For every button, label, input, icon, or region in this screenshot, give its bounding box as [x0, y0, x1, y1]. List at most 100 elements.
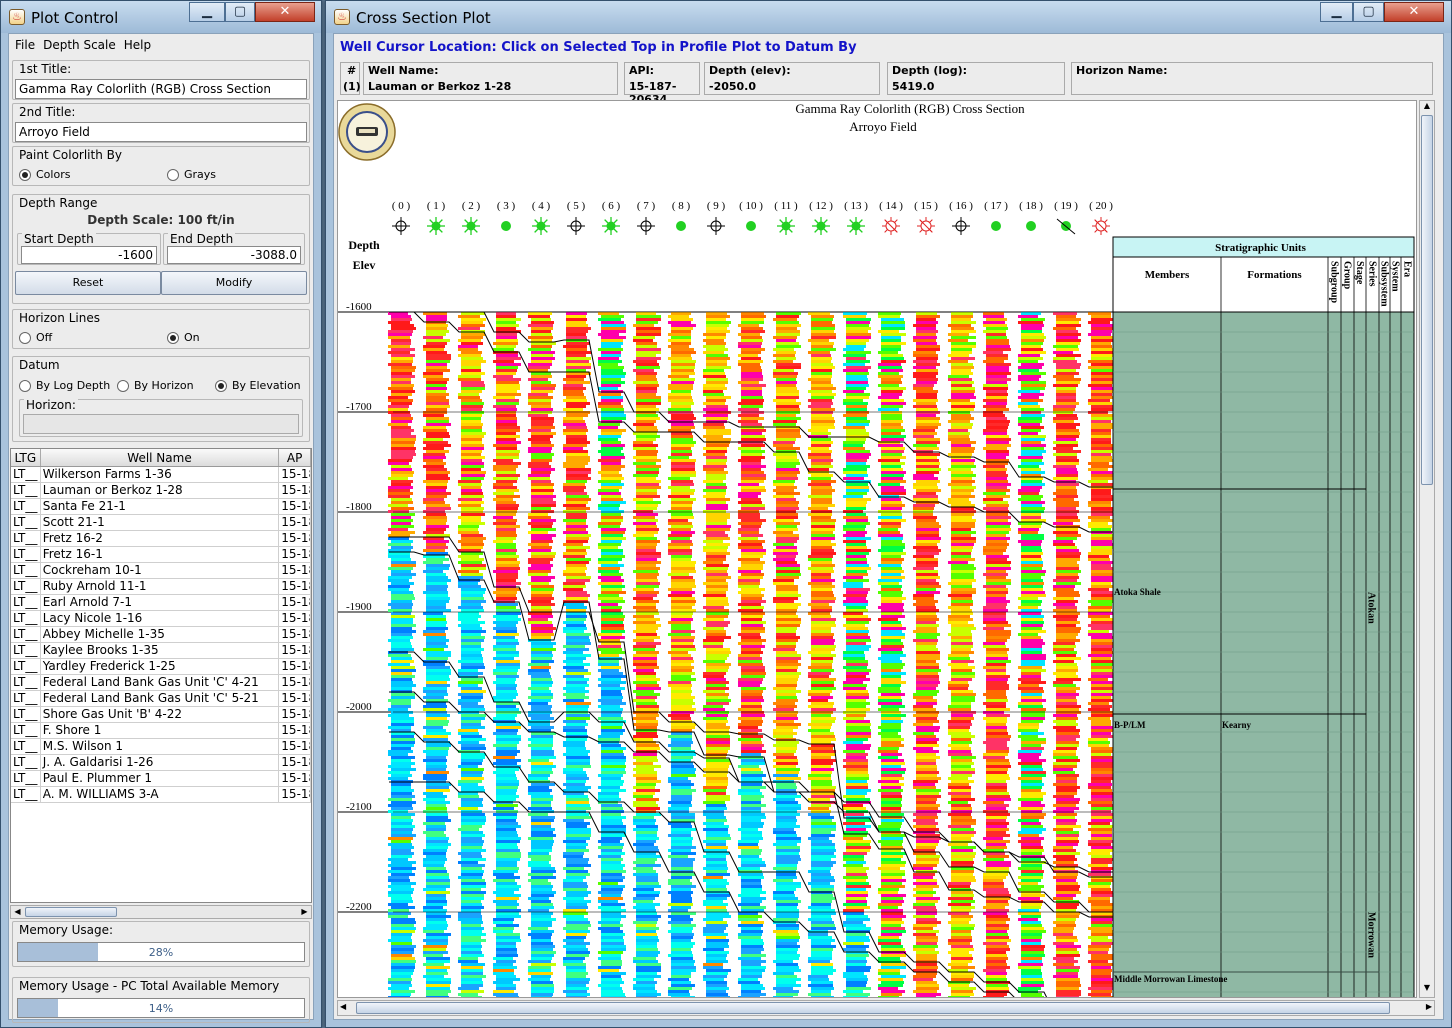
horizon-on-radio[interactable]: On [167, 331, 200, 344]
plot-control-titlebar[interactable]: ♨ Plot Control ▁ ▢ ✕ [1, 1, 321, 33]
column-header-api[interactable]: AP [279, 449, 311, 466]
colorlith-band [496, 336, 517, 339]
colorlith-band [461, 351, 482, 354]
cross-section-titlebar[interactable]: ♨ Cross Section Plot ▁ ▢ ✕ [326, 1, 1451, 33]
colorlith-band [878, 891, 898, 894]
table-row[interactable]: LT__Cockreham 10-115-18 [11, 563, 311, 579]
table-row[interactable]: LT__Fretz 16-115-18 [11, 547, 311, 563]
table-row[interactable]: LT__Earl Arnold 7-115-18 [11, 595, 311, 611]
colorlith-band [671, 531, 695, 534]
colorlith-band [808, 483, 831, 486]
colorlith-band [461, 843, 483, 846]
end-depth-input[interactable]: -3088.0 [167, 246, 301, 264]
datum-horizon-radio[interactable]: By Horizon [117, 379, 194, 392]
colorlith-band [426, 900, 447, 903]
table-row[interactable]: LT__Paul E. Plummer 115-18 [11, 771, 311, 787]
colorlith-band [881, 894, 906, 897]
scroll-left-icon[interactable]: ◀ [14, 907, 21, 916]
colorlith-band [566, 816, 591, 819]
colorlith-band [741, 429, 766, 432]
column-header-ltg[interactable]: LTG [11, 449, 41, 466]
colorlith-band [738, 957, 761, 960]
menu-depth-scale[interactable]: Depth Scale [43, 38, 116, 52]
colorlith-band [391, 318, 412, 321]
table-row[interactable]: LT__A. M. WILLIAMS 3-A15-18 [11, 787, 311, 803]
minimize-button[interactable]: ▁ [189, 2, 225, 22]
colorlith-band [1021, 411, 1041, 414]
colorlith-band [1091, 675, 1113, 678]
reset-button[interactable]: Reset [15, 271, 161, 295]
colorlith-band [388, 753, 408, 756]
second-title-input[interactable]: Arroyo Field [15, 122, 307, 142]
horizon-off-radio[interactable]: Off [19, 331, 52, 344]
column-header-well-name[interactable]: Well Name [41, 449, 280, 466]
table-row[interactable]: LT__Ruby Arnold 11-115-18 [11, 579, 311, 595]
colorlith-band [811, 486, 832, 489]
scrollbar-thumb[interactable] [25, 907, 117, 917]
colorlith-band [846, 891, 868, 894]
colorlith-band [808, 933, 828, 936]
colorlith-band [496, 708, 519, 711]
colorlith-band [391, 393, 412, 396]
datum-log-depth-radio[interactable]: By Log Depth [19, 379, 110, 392]
colorlith-band [773, 930, 798, 933]
colorlith-band [426, 363, 447, 366]
cross-section-plot-svg[interactable]: Gamma Ray Colorlith (RGB) Cross Section … [338, 101, 1417, 998]
colorlith-band [1018, 315, 1038, 318]
datum-elevation-radio[interactable]: By Elevation [215, 379, 301, 392]
table-row[interactable]: LT__Santa Fe 21-115-18 [11, 499, 311, 515]
menu-file[interactable]: File [15, 38, 36, 52]
table-row[interactable]: LT__ Federal Land Bank Gas Unit 'C' 5-21 1… [11, 691, 311, 707]
horizon-input[interactable] [23, 414, 299, 434]
first-title-input[interactable]: Gamma Ray Colorlith (RGB) Cross Section [15, 79, 307, 99]
close-button[interactable]: ✕ [255, 2, 315, 22]
table-row[interactable]: LT__M.S. Wilson 115-18 [11, 739, 311, 755]
colorlith-band [881, 621, 901, 624]
cross-section-plot[interactable]: Gamma Ray Colorlith (RGB) Cross Section … [337, 100, 1417, 998]
minimize-button[interactable]: ▁ [1320, 2, 1353, 22]
colorlith-band [601, 408, 624, 411]
colorlith-band [496, 798, 516, 801]
scroll-right-icon[interactable]: ▶ [301, 907, 308, 916]
colorlith-band [426, 984, 450, 987]
cell-api: 15-18 [279, 611, 311, 626]
colorlith-band [741, 906, 766, 909]
colorlith-band [1056, 969, 1079, 972]
colorlith-band [388, 567, 413, 570]
colorlith-band [671, 981, 691, 984]
colorlith-band [566, 921, 590, 924]
paint-colors-radio[interactable]: Colors [19, 168, 70, 181]
colorlith-band [913, 510, 933, 513]
wells-table-horizontal-scrollbar[interactable]: ◀ ▶ [10, 905, 312, 919]
menu-help[interactable]: Help [123, 38, 152, 52]
maximize-button[interactable]: ▢ [1353, 2, 1384, 22]
paint-grays-radio[interactable]: Grays [167, 168, 216, 181]
colorlith-band [426, 942, 448, 945]
table-row[interactable]: LT__F. Shore 115-18 [11, 723, 311, 739]
colorlith-band [1091, 693, 1115, 696]
colorlith-band [496, 558, 517, 561]
colorlith-band [633, 432, 657, 435]
table-row[interactable]: LT__Scott 21-115-18 [11, 515, 311, 531]
plot-control-client: File Depth Scale Help 1st Title: Gamma R… [8, 33, 314, 1023]
modify-button[interactable]: Modify [161, 271, 307, 295]
table-row[interactable]: LT__ Federal Land Bank Gas Unit 'C' 4-21 1… [11, 675, 311, 691]
colorlith-band [846, 939, 870, 942]
colorlith-band [496, 960, 516, 963]
colorlith-band [846, 555, 866, 558]
maximize-button[interactable]: ▢ [225, 2, 255, 22]
close-button[interactable]: ✕ [1384, 2, 1444, 22]
well-symbol-oil-icon [676, 221, 686, 231]
colorlith-band [566, 312, 587, 315]
table-row[interactable]: LT__Fretz 16-215-18 [11, 531, 311, 547]
colorlith-band [426, 870, 447, 873]
start-depth-input[interactable]: -1600 [21, 246, 157, 264]
